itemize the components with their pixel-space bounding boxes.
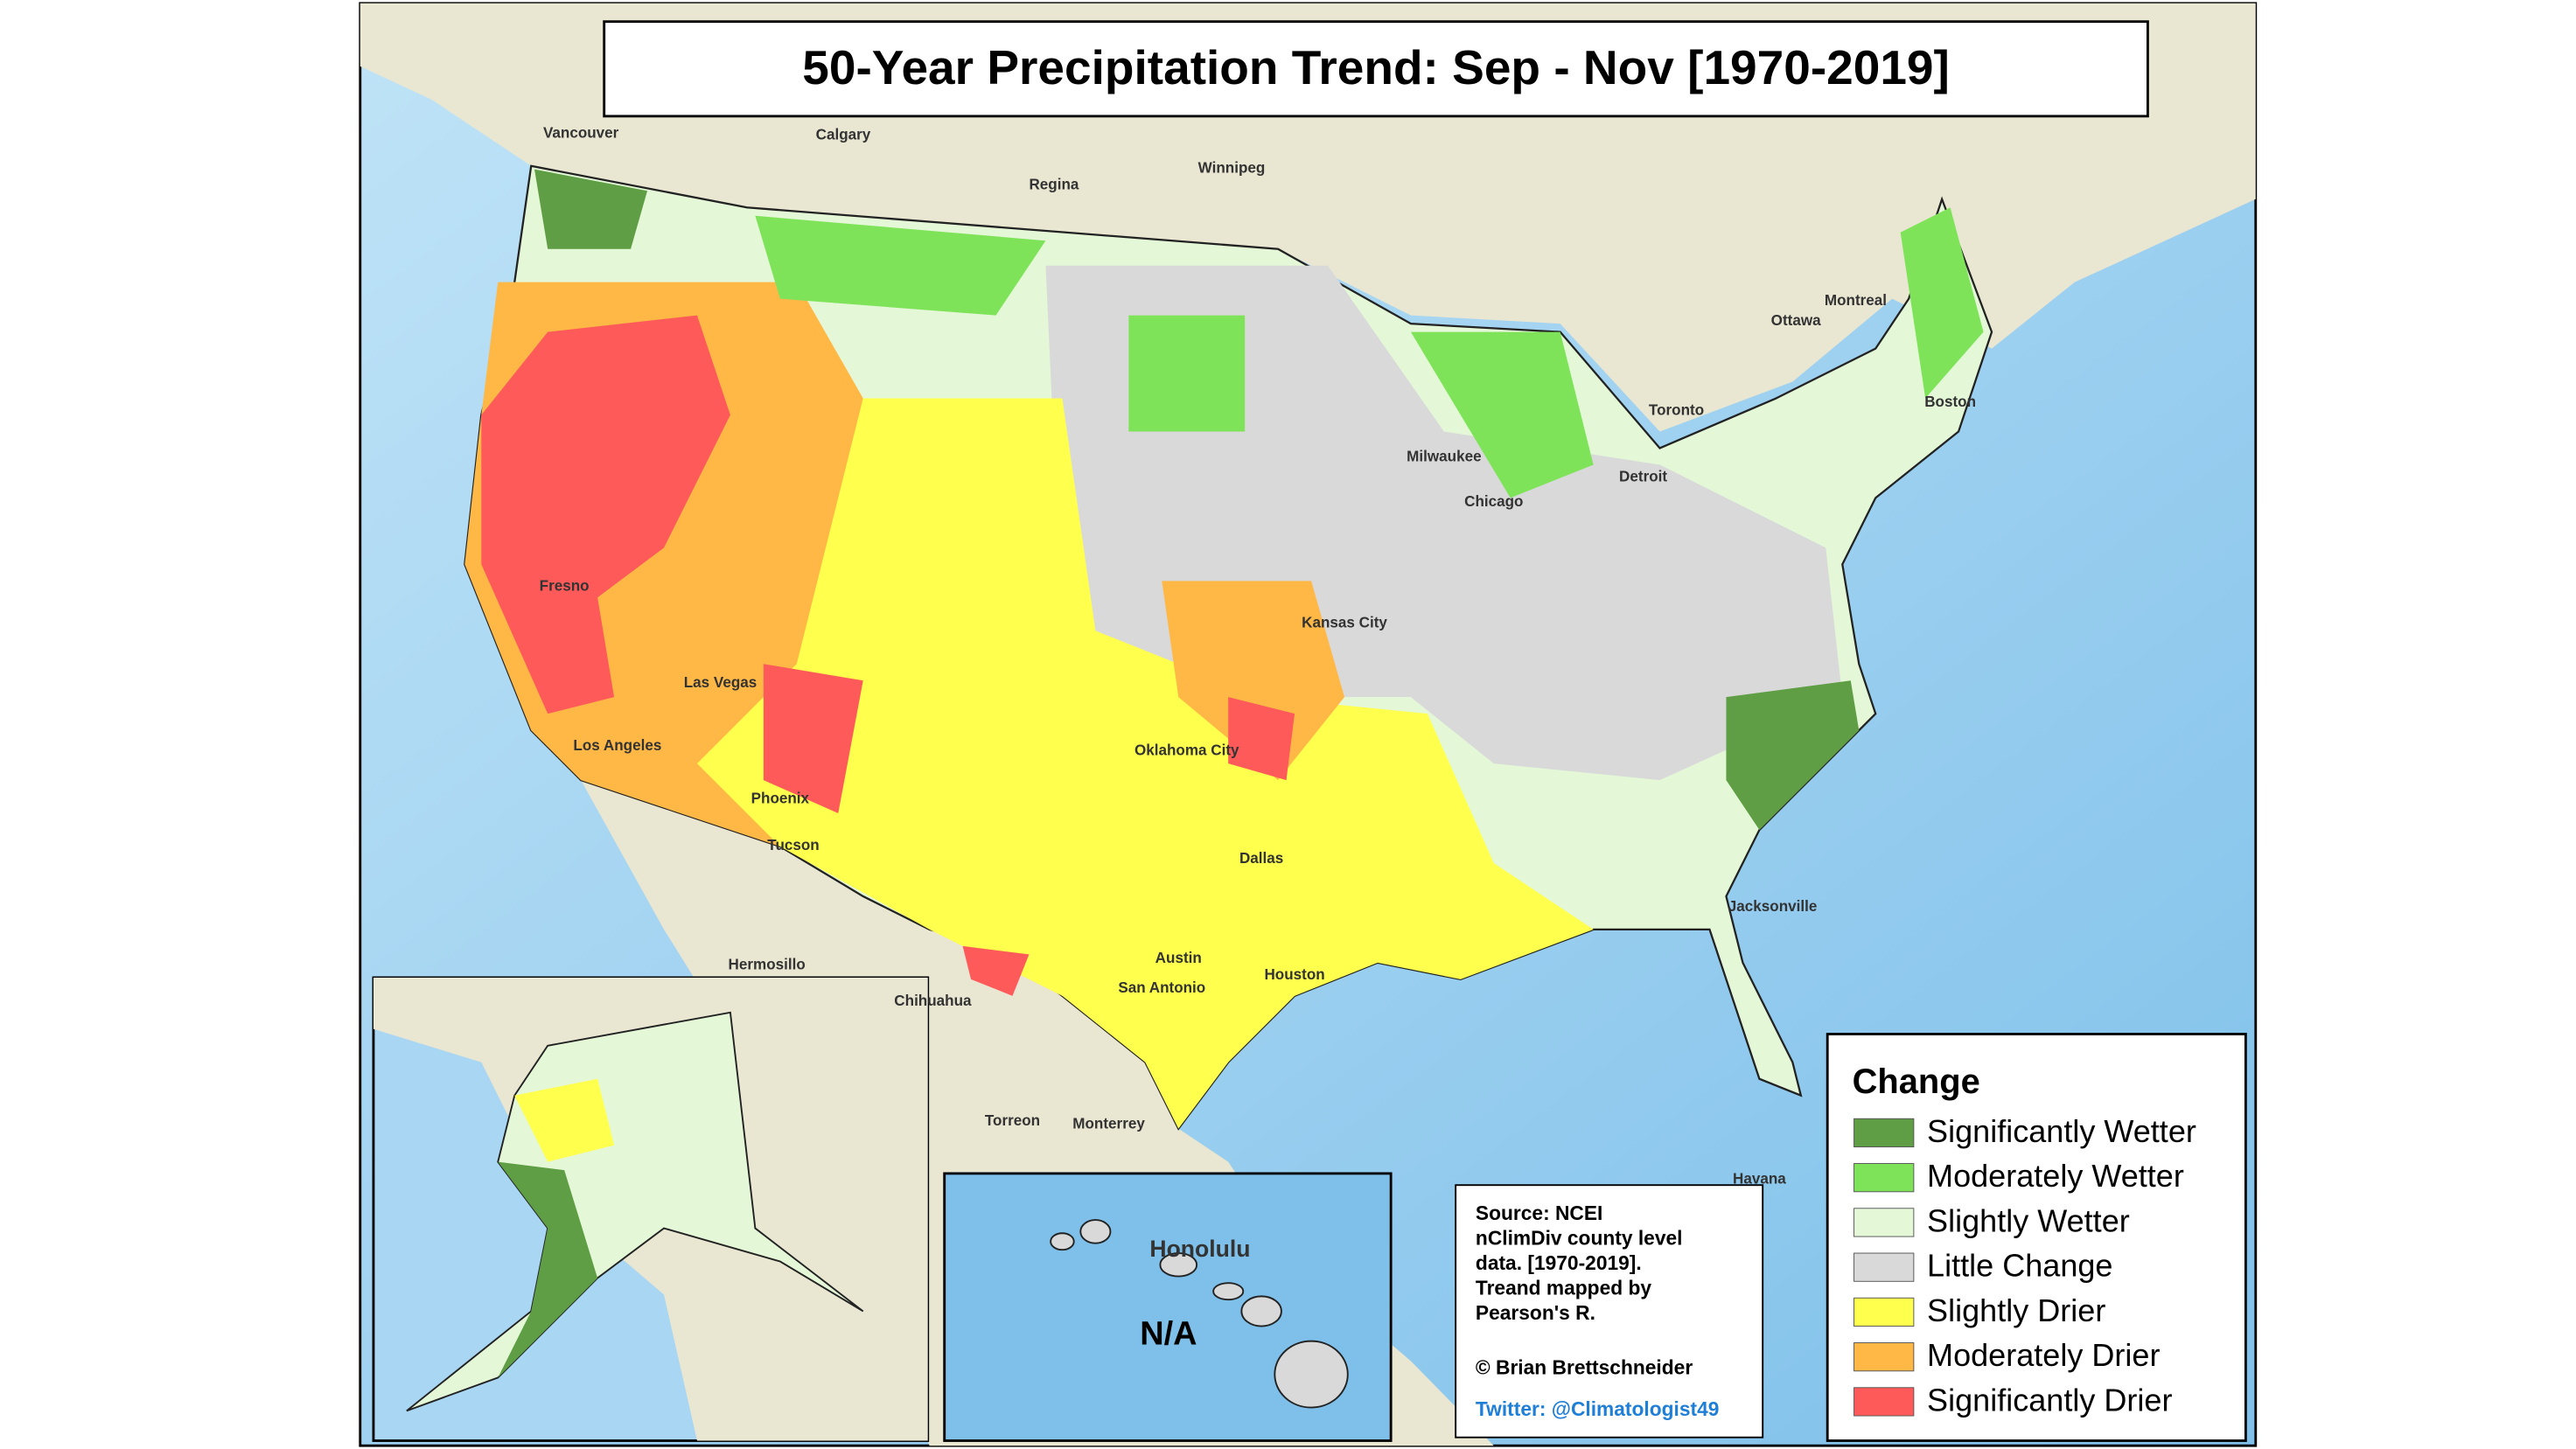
place-label: San Antonio — [1118, 979, 1205, 996]
credit: © Brian Brettschneider — [1476, 1356, 1693, 1379]
legend-swatch — [1853, 1252, 1915, 1282]
legend-swatch — [1853, 1342, 1915, 1372]
legend-label: Little Change — [1927, 1248, 2112, 1284]
place-label: Milwaukee — [1407, 449, 1481, 465]
legend-label: Significantly Wetter — [1927, 1113, 2196, 1149]
legend-swatch — [1853, 1208, 1915, 1237]
legend-label: Moderately Drier — [1927, 1337, 2160, 1373]
region-moderately-wetter-mt — [755, 215, 1046, 316]
place-label: Chicago — [1464, 493, 1523, 510]
region-moderately-drier-plains — [1162, 581, 1345, 781]
region-significantly-wetter-wa — [534, 169, 648, 249]
trend-regions — [464, 169, 1984, 1129]
region-moderately-wetter-maine — [1900, 207, 1984, 399]
place-label: Tucson — [767, 837, 819, 853]
source-line: data. [1970-2019]. — [1476, 1251, 1642, 1274]
place-label: Montreal — [1825, 292, 1887, 309]
legend-swatch — [1853, 1118, 1915, 1148]
title-box — [603, 20, 2149, 118]
region-significantly-drier-tx — [962, 945, 1030, 996]
place-label: Ottawa — [1771, 312, 1821, 329]
place-label: Toronto — [1649, 402, 1704, 419]
region-slightly-drier — [696, 398, 1594, 1129]
region-significantly-drier-ok — [1228, 697, 1295, 781]
source-line: Treand mapped by — [1476, 1276, 1651, 1299]
legend: Significantly Wetter Moderately Wetter Sli… — [1853, 1113, 2196, 1418]
legend-label: Moderately Wetter — [1927, 1158, 2184, 1194]
alaska-slightly-drier — [514, 1078, 615, 1162]
place-label: Jacksonville — [1728, 898, 1818, 915]
place-label: Regina — [1029, 176, 1079, 192]
place-label: Winnipeg — [1198, 159, 1266, 176]
legend-label: Slightly Wetter — [1927, 1202, 2130, 1238]
hawaii-note: N/A — [1140, 1315, 1197, 1352]
twitter: Twitter: @Climatologist49 — [1476, 1397, 1720, 1420]
place-label: Las Vegas — [684, 674, 757, 691]
place-label: Kansas City — [1302, 614, 1387, 630]
legend-label: Significantly Drier — [1927, 1382, 2172, 1418]
place-label: Vancouver — [543, 125, 619, 142]
place-label: Phoenix — [751, 791, 810, 807]
place-label: Houston — [1264, 966, 1324, 983]
region-significantly-drier-nm — [763, 664, 863, 814]
place-label: Boston — [1924, 394, 1976, 410]
place-label: Los Angeles — [573, 737, 661, 754]
place-label: Dallas — [1239, 850, 1283, 867]
place-label: Monterrey — [1072, 1116, 1145, 1132]
place-label: Havana — [1733, 1170, 1786, 1187]
alaska-significantly-wetter — [498, 1161, 598, 1378]
place-label: Honolulu — [1149, 1236, 1250, 1262]
source-line: nClimDiv county level — [1476, 1227, 1683, 1250]
place-label: Fresno — [540, 578, 590, 595]
region-significantly-drier-west — [481, 315, 730, 714]
region-moderately-wetter-michigan — [1410, 331, 1594, 498]
legend-swatch — [1853, 1163, 1915, 1193]
hawaii-islands — [1050, 1219, 1349, 1409]
legend-title: Change — [1853, 1062, 1980, 1101]
region-moderately-wetter-dakotas — [1128, 315, 1246, 432]
place-label: Chihuahua — [894, 993, 972, 1009]
legend-label: Slightly Drier — [1927, 1292, 2105, 1328]
source-box — [1455, 1184, 1764, 1439]
place-label: Oklahoma City — [1134, 742, 1239, 759]
place-label: Detroit — [1619, 468, 1667, 484]
place-label: Austin — [1155, 950, 1202, 966]
region-significantly-wetter-carolinas — [1726, 680, 1860, 831]
map-title: 50-Year Precipitation Trend: Sep - Nov [… — [802, 40, 1950, 94]
place-label: Torreon — [985, 1112, 1040, 1129]
place-label: Hermosillo — [729, 956, 806, 972]
source-line: Pearson's R. — [1476, 1301, 1595, 1324]
source-line: Source: NCEI — [1476, 1202, 1602, 1224]
place-label: Calgary — [816, 126, 871, 143]
place-labels: CalgaryReginaWinnipegVancouverOttawaMont… — [540, 125, 1976, 1262]
legend-box — [1826, 1033, 2247, 1442]
legend-swatch — [1853, 1387, 1915, 1417]
legend-swatch — [1853, 1297, 1915, 1327]
